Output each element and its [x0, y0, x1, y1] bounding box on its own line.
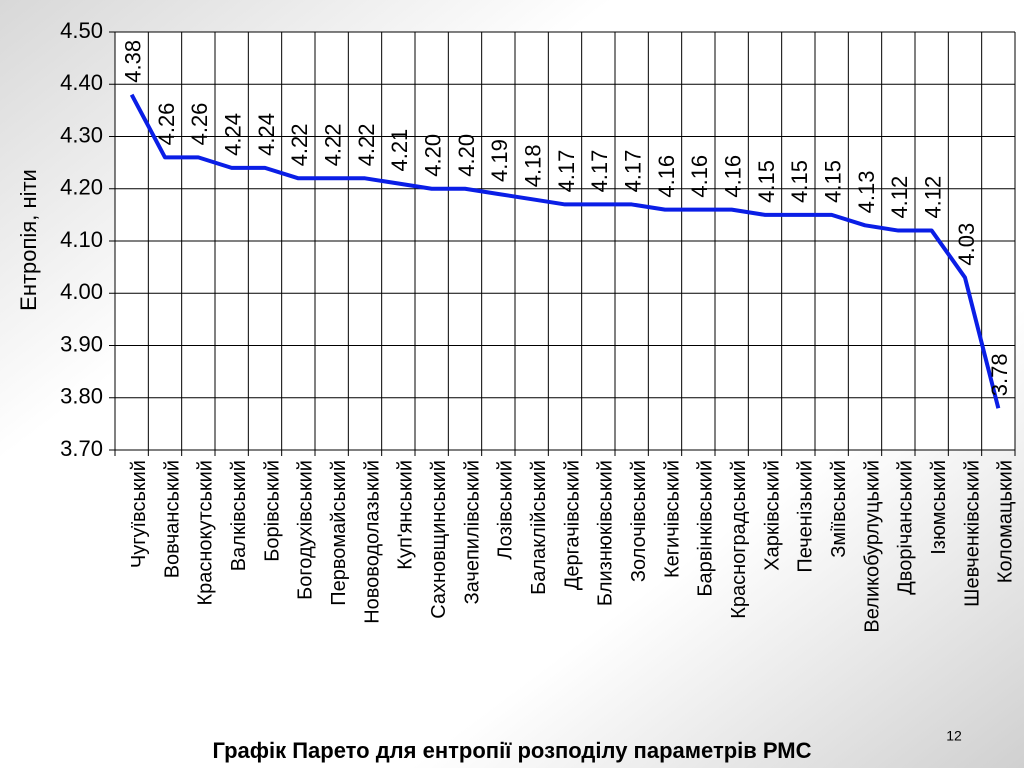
data-label: 4.17 — [587, 150, 612, 193]
data-label: 4.16 — [720, 155, 745, 198]
chart-title: Графік Парето для ентропії розподілу пар… — [212, 738, 811, 763]
x-tick-label: Дергачівський — [561, 460, 583, 590]
x-tick-label: Нововодолазький — [361, 460, 383, 624]
data-label: 4.22 — [320, 123, 345, 166]
y-tick-label: 4.40 — [60, 70, 103, 95]
data-label: 4.12 — [920, 176, 945, 219]
page-number: 12 — [946, 728, 962, 744]
data-label: 4.03 — [954, 223, 979, 266]
y-tick-label: 3.70 — [60, 436, 103, 461]
x-tick-label: Харківський — [761, 460, 783, 571]
x-tick-label: Чугуївський — [128, 460, 150, 568]
x-tick-label: Зачепилівський — [461, 460, 483, 604]
data-label: 4.20 — [454, 134, 479, 177]
data-label: 4.24 — [254, 113, 279, 156]
y-tick-label: 4.10 — [60, 227, 103, 252]
x-tick-label: Первомайський — [328, 460, 350, 606]
x-tick-label: Ізюмський — [928, 460, 950, 555]
y-tick-label: 4.20 — [60, 175, 103, 200]
data-label: 4.15 — [787, 160, 812, 203]
x-tick-label: Великобурлуцький — [861, 460, 883, 633]
x-tick-label: Валківський — [228, 460, 250, 571]
x-tick-label: Печенізький — [795, 460, 817, 573]
x-tick-label: Куп'янський — [395, 460, 417, 570]
x-tick-label: Шевченківський — [961, 460, 983, 607]
y-tick-label: 4.50 — [60, 18, 103, 43]
x-tick-label: Барвінківський — [695, 460, 717, 597]
data-label: 4.17 — [554, 150, 579, 193]
y-tick-label: 4.30 — [60, 122, 103, 147]
x-tick-label: Близнюківський — [595, 460, 617, 606]
data-label: 4.22 — [354, 123, 379, 166]
x-tick-label: Дворічанський — [895, 460, 917, 595]
x-tick-label: Кегичівський — [661, 460, 683, 578]
x-tick-label: Зміївський — [828, 460, 850, 558]
data-label: 4.22 — [287, 123, 312, 166]
x-tick-label: Балаклійський — [528, 460, 550, 595]
data-label: 4.21 — [387, 129, 412, 172]
data-label: 4.20 — [420, 134, 445, 177]
x-tick-label: Коломацький — [995, 460, 1017, 583]
x-tick-label: Вовчанський — [161, 460, 183, 578]
x-tick-label: Краснокутський — [195, 460, 217, 606]
y-tick-label: 4.00 — [60, 279, 103, 304]
x-tick-label: Богодухівський — [295, 460, 317, 600]
y-axis-label: Ентропія, ніти — [16, 169, 41, 311]
data-label: 4.24 — [220, 113, 245, 156]
data-label: 4.18 — [520, 144, 545, 187]
data-label: 4.15 — [754, 160, 779, 203]
x-tick-label: Сахновщинський — [428, 460, 450, 619]
x-tick-label: Лозівський — [495, 460, 517, 560]
data-label: 4.12 — [887, 176, 912, 219]
data-label: 4.15 — [820, 160, 845, 203]
x-tick-label: Золочівський — [628, 460, 650, 582]
data-label: 4.16 — [687, 155, 712, 198]
data-label: 4.26 — [154, 103, 179, 146]
data-label: 4.38 — [120, 40, 145, 83]
data-label: 4.13 — [854, 170, 879, 213]
y-tick-label: 3.90 — [60, 331, 103, 356]
y-tick-label: 3.80 — [60, 384, 103, 409]
data-label: 4.26 — [187, 103, 212, 146]
data-label: 4.19 — [487, 139, 512, 182]
x-tick-label: Борівський — [261, 460, 283, 562]
data-label: 4.16 — [654, 155, 679, 198]
x-tick-label: Красноградський — [728, 460, 750, 619]
data-label: 3.78 — [987, 353, 1012, 396]
data-label: 4.17 — [620, 150, 645, 193]
data-line — [129, 93, 1001, 409]
